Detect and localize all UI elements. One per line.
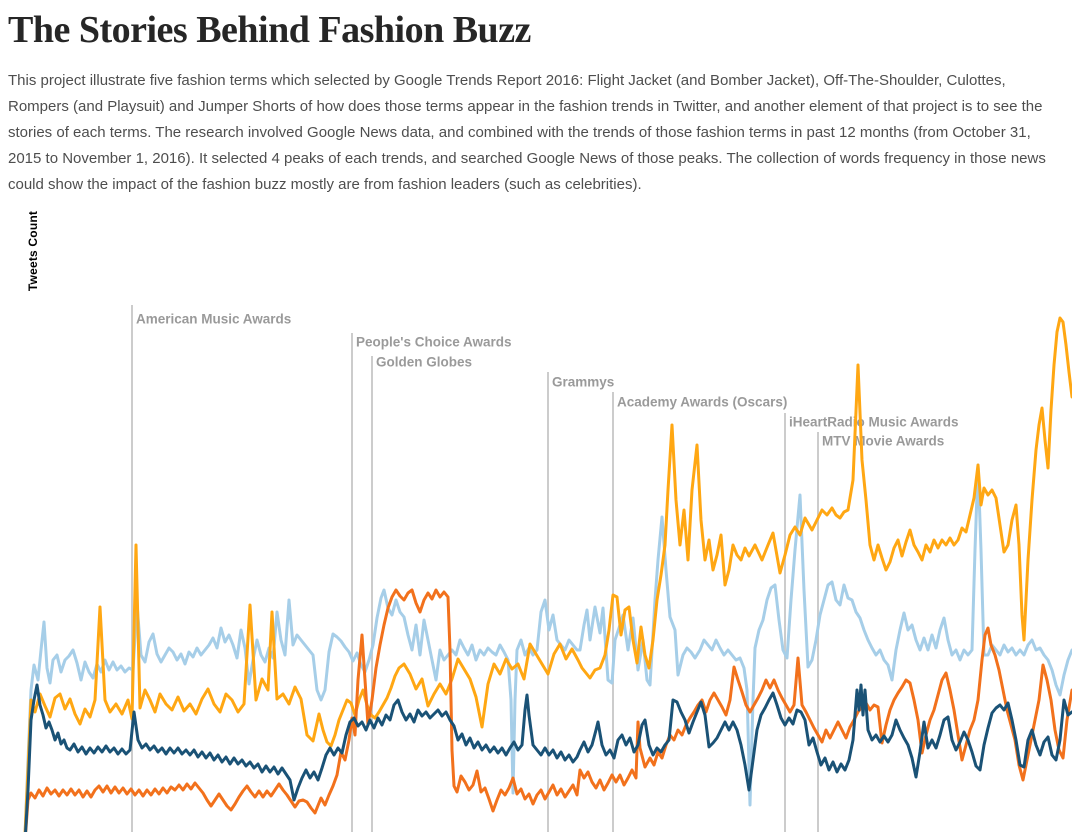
light-blue-series-line xyxy=(23,463,1072,832)
event-annotation-label: Golden Globes xyxy=(376,355,472,370)
page-title: The Stories Behind Fashion Buzz xyxy=(8,9,531,51)
amber-series-line xyxy=(23,316,1072,832)
page-header: The Stories Behind Fashion Buzz This pro… xyxy=(8,2,1066,198)
event-annotation-label: American Music Awards xyxy=(136,312,291,327)
event-annotation-label: Grammys xyxy=(552,375,614,390)
event-annotation-label: iHeartRadio Music Awards xyxy=(789,415,959,430)
project-description: This project illustrate five fashion ter… xyxy=(8,72,1046,193)
orange-series-line xyxy=(24,588,1072,832)
event-annotation-label: Academy Awards (Oscars) xyxy=(617,395,787,410)
event-annotation-label: MTV Movie Awards xyxy=(822,434,944,449)
event-annotation-label: People's Choice Awards xyxy=(356,335,512,350)
navy-series-line xyxy=(24,683,1072,832)
